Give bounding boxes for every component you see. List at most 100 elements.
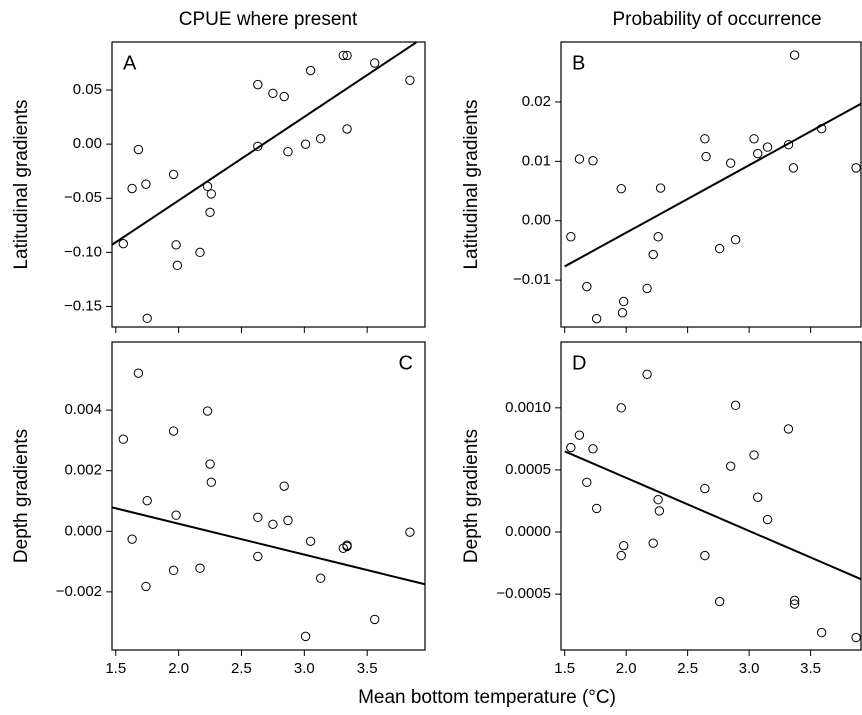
point xyxy=(816,627,827,638)
point xyxy=(205,207,215,218)
x-tick-label: 3.5 xyxy=(800,660,821,677)
point xyxy=(789,595,800,606)
point xyxy=(342,50,352,61)
y-axis-label: Latitudinal gradients xyxy=(461,99,482,269)
point xyxy=(168,565,179,576)
point xyxy=(133,368,144,378)
point xyxy=(654,506,665,516)
point xyxy=(305,65,316,76)
y-axis-label: Latitudinal gradients xyxy=(11,99,32,269)
point xyxy=(168,169,179,180)
point xyxy=(642,283,652,294)
point xyxy=(851,632,861,643)
panel-label: C xyxy=(399,352,413,374)
point xyxy=(648,249,658,260)
y-tick-label: 0.0000 xyxy=(505,523,551,540)
y-tick-label: 0.004 xyxy=(64,401,102,418)
trend-line xyxy=(111,41,417,246)
point xyxy=(370,614,380,625)
point xyxy=(619,540,629,551)
point xyxy=(730,235,741,245)
point xyxy=(653,495,663,505)
point xyxy=(253,79,263,90)
point xyxy=(616,183,626,194)
point xyxy=(591,313,602,324)
point xyxy=(338,50,348,61)
point xyxy=(142,313,152,324)
point xyxy=(749,134,759,144)
panel-label: D xyxy=(572,352,586,374)
trend-line xyxy=(564,450,862,581)
plot-frame xyxy=(111,341,426,651)
point xyxy=(574,430,585,440)
point xyxy=(141,581,151,592)
point xyxy=(168,426,179,436)
point xyxy=(305,536,316,546)
y-axis-label: Depth gradients xyxy=(461,429,482,563)
point xyxy=(202,181,213,192)
point xyxy=(619,296,629,307)
y-tick-label: 0.00 xyxy=(522,212,551,229)
y-tick-label: 0.00 xyxy=(73,135,102,152)
column-title: CPUE where present xyxy=(179,9,358,30)
y-axis-label: Depth gradients xyxy=(11,429,32,563)
point xyxy=(195,563,205,573)
point xyxy=(315,573,326,583)
x-tick-label: 2.5 xyxy=(677,660,698,677)
point xyxy=(315,134,326,144)
point xyxy=(253,141,263,152)
point xyxy=(749,450,759,460)
point xyxy=(268,519,278,530)
point xyxy=(617,308,628,318)
point xyxy=(133,144,144,155)
point xyxy=(118,238,129,249)
point xyxy=(574,154,585,164)
point xyxy=(172,260,183,271)
point xyxy=(616,403,626,413)
point xyxy=(816,123,827,134)
point xyxy=(141,179,151,189)
trend-line xyxy=(564,102,862,268)
panel-label: B xyxy=(572,52,585,74)
point xyxy=(171,240,181,250)
point xyxy=(700,483,710,494)
point xyxy=(405,75,415,86)
y-tick-label: 0.0010 xyxy=(505,399,551,416)
y-tick-label: −0.10 xyxy=(64,243,102,260)
plot-frame xyxy=(560,341,862,651)
point xyxy=(206,477,217,487)
point xyxy=(725,461,736,471)
x-axis-label: Mean bottom temperature (°C) xyxy=(358,687,616,708)
point xyxy=(616,550,626,561)
point xyxy=(253,551,263,562)
point xyxy=(700,550,710,561)
point xyxy=(342,541,352,552)
y-tick-label: 0.000 xyxy=(64,522,102,539)
point xyxy=(283,515,293,526)
point xyxy=(300,631,311,642)
column-title: Probability of occurrence xyxy=(612,9,821,30)
point xyxy=(762,514,773,525)
x-tick-label: 1.5 xyxy=(105,660,126,677)
point xyxy=(642,369,652,379)
point xyxy=(753,492,763,502)
point xyxy=(582,281,592,292)
point xyxy=(300,139,311,149)
point xyxy=(700,134,710,144)
x-tick-label: 2.5 xyxy=(231,660,252,677)
point xyxy=(591,503,602,514)
point xyxy=(788,163,799,173)
y-tick-label: −0.0005 xyxy=(496,585,551,602)
point xyxy=(762,142,773,152)
point xyxy=(753,148,763,159)
point xyxy=(566,232,576,242)
x-tick-label: 2.0 xyxy=(616,660,637,677)
point xyxy=(205,459,215,469)
y-tick-label: −0.002 xyxy=(56,583,102,600)
y-tick-label: −0.05 xyxy=(64,189,102,206)
plot-frame xyxy=(560,41,862,328)
point xyxy=(851,163,861,173)
panel-label: A xyxy=(123,52,137,74)
y-tick-label: 0.01 xyxy=(522,152,551,169)
